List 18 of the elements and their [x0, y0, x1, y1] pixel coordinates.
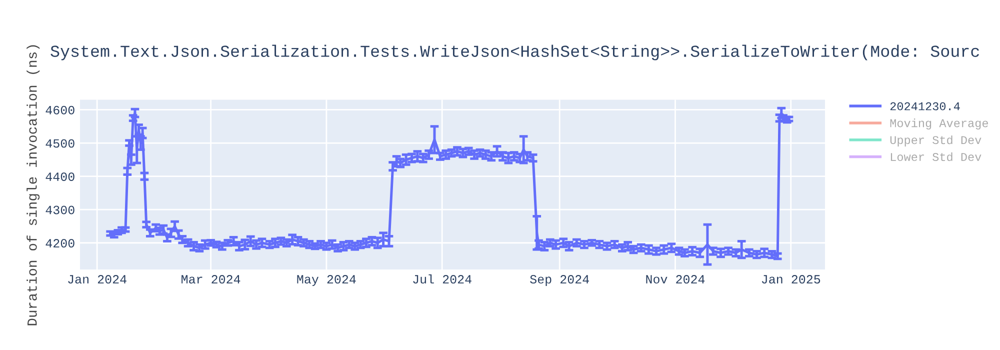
y-tick-label: 4500	[46, 139, 74, 148]
x-tick-label: Jan 2024	[68, 275, 126, 284]
y-tick-label: 4600	[46, 106, 74, 114]
x-tick-label: Mar 2024	[182, 275, 240, 284]
x-tick-label: Nov 2024	[646, 275, 705, 284]
y-tick-label: 4400	[46, 172, 74, 181]
y-tick-label: 4300	[46, 206, 74, 214]
x-tick-label: Jul 2024	[413, 274, 472, 284]
y-axis-title: Duration of single invocation (ns)	[26, 45, 40, 326]
y-tick-label: 4200	[46, 239, 74, 248]
x-tick-label: Jan 2025	[762, 275, 820, 284]
chart-title: System.Text.Json.Serialization.Tests.WriteJson<HashSet<String>>.SerializeToWriter(Mode: Sourc	[50, 44, 979, 60]
legend-label: Lower Std Dev	[890, 152, 982, 162]
legend-label: Upper Std Dev	[890, 135, 982, 146]
legend-label: 20241230.4	[890, 102, 960, 110]
legend-label: Moving Average	[890, 118, 988, 130]
x-tick-label: May 2024	[297, 275, 356, 286]
x-tick-label: Sep 2024	[530, 275, 589, 286]
